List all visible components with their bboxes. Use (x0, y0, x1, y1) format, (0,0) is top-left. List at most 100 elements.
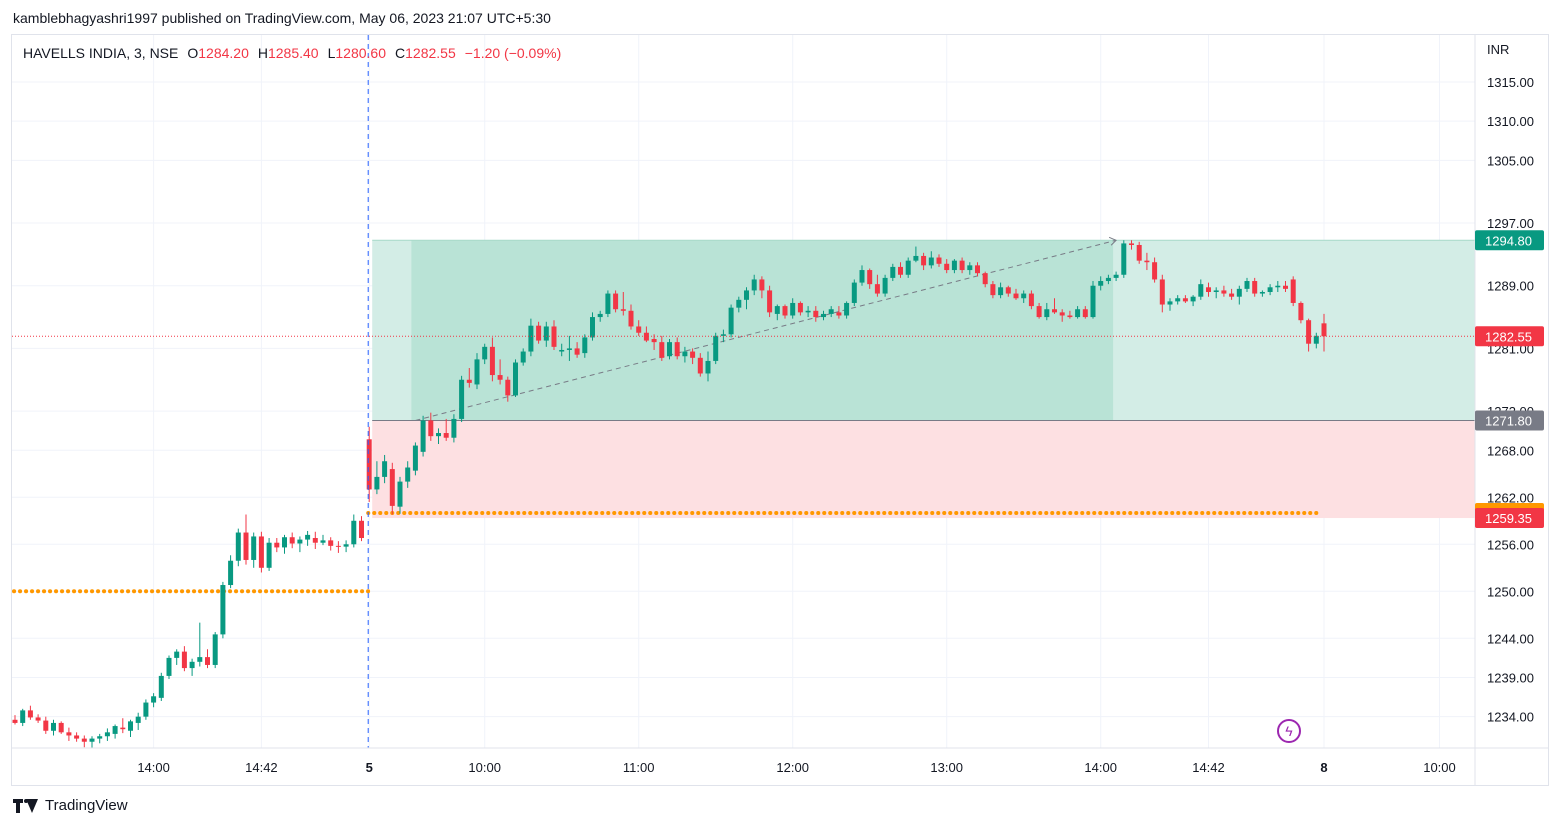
candle-body (967, 265, 973, 271)
candle-body (620, 309, 626, 311)
candle-body (744, 290, 749, 300)
candle-body (135, 716, 141, 723)
candle-body (489, 346, 495, 376)
candle-body (898, 266, 903, 275)
candle (158, 672, 164, 701)
candle (343, 540, 349, 553)
candle-body (35, 717, 41, 721)
candle (189, 658, 195, 676)
time-tick-label: 11:00 (623, 760, 655, 775)
candle-body (651, 339, 657, 343)
candle (874, 274, 880, 297)
price-tick-label: 1297.00 (1487, 216, 1534, 231)
candle-body (1267, 287, 1273, 292)
candle-body (228, 560, 234, 586)
price-tick-label: 1256.00 (1487, 537, 1534, 552)
candle (936, 254, 942, 267)
candle (1259, 290, 1265, 297)
candle-body (590, 317, 595, 338)
candle-body (821, 313, 826, 318)
price-tick-label: 1268.00 (1487, 443, 1534, 458)
candle-body (1290, 279, 1296, 303)
footer-brand-label: TradingView (45, 797, 128, 814)
candle (1152, 257, 1158, 283)
candle (89, 736, 95, 748)
candle-body (12, 719, 18, 723)
candle (736, 296, 742, 313)
candle-body (1121, 243, 1127, 275)
candle-body (1105, 277, 1111, 282)
candle (266, 538, 272, 571)
ohlc-legend: HAVELLS INDIA, 3, NSE O1284.20 H1285.40 L12… (23, 45, 561, 61)
candle (289, 532, 295, 549)
candle (782, 304, 788, 319)
candle (836, 306, 842, 319)
candle (1013, 288, 1019, 300)
candle-body (1082, 309, 1088, 318)
candle (790, 298, 796, 319)
currency-label[interactable]: INR (1487, 42, 1510, 57)
candle-body (197, 657, 203, 662)
price-tick-label: 1262.00 (1487, 490, 1534, 505)
lightning-circle-icon[interactable]: ϟ (1277, 719, 1301, 743)
legend-change: −1.20 (−0.09%) (464, 45, 562, 61)
candle-body (805, 310, 811, 313)
tradingview-logo-icon (13, 798, 39, 813)
candle (1021, 290, 1027, 303)
candle (351, 514, 357, 548)
candle-body (574, 348, 580, 355)
candle-body (697, 357, 703, 374)
candle (205, 649, 210, 669)
candle-body (405, 467, 411, 482)
candle (212, 632, 218, 669)
candle (605, 290, 611, 318)
candle (366, 426, 372, 502)
candle-body (420, 420, 426, 452)
candle (628, 304, 634, 330)
candle (1283, 281, 1288, 292)
candle-body (882, 277, 888, 294)
candle (274, 538, 280, 553)
candle (1252, 277, 1258, 297)
candle (990, 281, 996, 299)
candle (489, 337, 495, 382)
candle (374, 461, 380, 495)
candle-body (1206, 287, 1211, 292)
candle (728, 304, 734, 338)
stop-zone (372, 420, 1476, 519)
time-tick-label: 12:00 (776, 760, 809, 775)
candle (536, 321, 542, 344)
candle-body (674, 342, 680, 357)
candle (590, 312, 595, 341)
candle (528, 318, 534, 357)
candle-body (482, 346, 488, 360)
candle-body (528, 325, 534, 352)
candle-body (951, 260, 957, 271)
candle-body (289, 537, 295, 544)
candle (305, 530, 311, 546)
candle (1244, 277, 1250, 292)
legend-open: 1284.20 (198, 45, 249, 61)
target-zone-active (411, 240, 1114, 421)
candle (58, 721, 64, 734)
candle (359, 516, 364, 542)
candle (643, 326, 649, 343)
candle (667, 339, 672, 360)
candle (436, 428, 441, 444)
candle-body (867, 270, 873, 285)
candle-body (451, 418, 457, 438)
candle-body (1283, 285, 1288, 289)
candle-body (813, 310, 819, 318)
candle-body (459, 379, 465, 419)
candle (1213, 287, 1219, 299)
candle (774, 304, 780, 321)
price-axis-label-text: 1259.35 (1485, 511, 1532, 526)
candle (43, 716, 49, 734)
candle-body (89, 738, 95, 742)
price-tick-label: 1234.00 (1487, 710, 1534, 725)
candle-body (320, 540, 326, 543)
footer-brand[interactable]: TradingView (13, 797, 128, 814)
candle (258, 531, 264, 573)
